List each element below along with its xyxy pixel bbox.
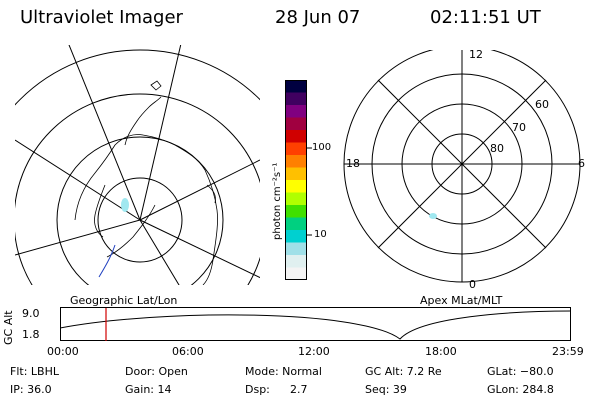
glat-label: GLat: −80.0: [487, 365, 554, 378]
mlat-label-80: 80: [490, 142, 504, 155]
timeline-xtick-0: 00:00: [47, 345, 79, 358]
colorbar-unit-label: photon cm⁻²s⁻¹: [272, 162, 283, 240]
timeline-xtick-4: 23:59: [552, 345, 584, 358]
colorbar-band: [285, 130, 307, 143]
mlt-label-18: 18: [346, 157, 360, 170]
mlat-label-70: 70: [512, 121, 526, 134]
colorbar-band: [285, 217, 307, 231]
colorbar-band: [285, 167, 307, 181]
colorbar-band: [285, 105, 307, 118]
door-label: Door: Open: [125, 365, 188, 378]
colorbar-band: [285, 192, 307, 206]
timeline-xtick-3: 18:00: [425, 345, 457, 358]
colorbar-tick-10: 10: [314, 229, 327, 240]
date-label: 28 Jun 07: [275, 7, 361, 28]
timeline-xtick-2: 12:00: [298, 345, 330, 358]
right-map-label: Apex MLat/MLT: [420, 294, 503, 307]
aurora-blob-geo: [121, 198, 129, 212]
colorbar-band: [285, 255, 307, 268]
seq-label: Seq: 39: [365, 383, 407, 396]
mlt-label-0: 0: [469, 278, 476, 291]
timeline-ylabel: GC Alt: [2, 310, 15, 345]
timeline-xtick-1: 06:00: [172, 345, 204, 358]
colorbar-band: [285, 267, 307, 280]
colorbar-ticks: [307, 147, 312, 236]
aurora-blob-apex: [429, 213, 437, 219]
geographic-map: [15, 45, 260, 285]
mlat-label-60: 60: [535, 98, 549, 111]
gain-label: Gain: 14: [125, 383, 172, 396]
colorbar-band: [285, 230, 307, 243]
colorbar-band: [285, 92, 307, 106]
glon-label: GLon: 284.8: [487, 383, 554, 396]
dsp-value: 2.7: [290, 383, 308, 396]
colorbar-band: [285, 242, 307, 256]
ip-label: IP: 36.0: [10, 383, 52, 396]
colorbar: [285, 80, 307, 280]
mode-label: Mode: Normal: [245, 365, 322, 378]
colorbar-band: [285, 80, 307, 93]
colorbar-band: [285, 180, 307, 193]
timeline-ytick-max: 9.0: [22, 307, 40, 320]
colorbar-band: [285, 117, 307, 131]
timeline-plot: [60, 307, 572, 341]
gc-alt-label: GC Alt: 7.2 Re: [365, 365, 442, 378]
timeline-ytick-min: 1.8: [22, 328, 40, 341]
app-title: Ultraviolet Imager: [20, 7, 183, 28]
mlt-label-6: 6: [578, 157, 585, 170]
colorbar-band: [285, 155, 307, 168]
colorbar-tick-100: 100: [312, 142, 332, 153]
time-label: 02:11:51 UT: [430, 7, 541, 28]
filter-label: Flt: LBHL: [10, 365, 59, 378]
colorbar-band: [285, 142, 307, 156]
dsp-label: Dsp:: [245, 383, 270, 396]
apex-polar-map: [343, 50, 581, 283]
left-map-label: Geographic Lat/Lon: [70, 294, 178, 307]
colorbar-band: [285, 205, 307, 218]
mlt-label-12: 12: [469, 48, 483, 61]
